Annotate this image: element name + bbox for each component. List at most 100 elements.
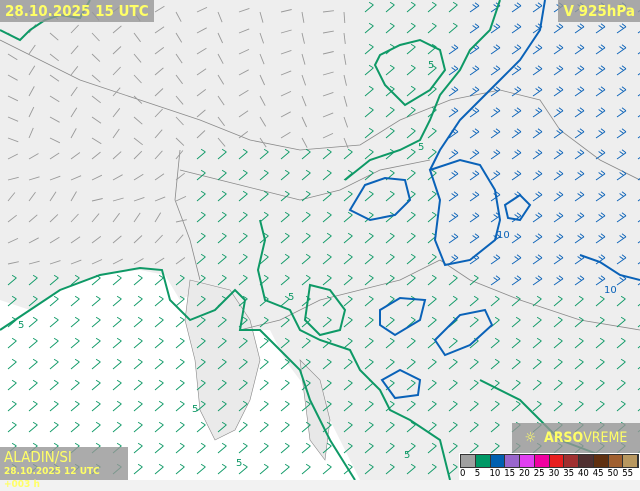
wind-barb	[280, 442, 290, 454]
wind-barb	[28, 127, 34, 139]
wind-barb	[511, 316, 521, 328]
legend-label: 55	[622, 468, 634, 479]
wind-barb	[301, 190, 311, 202]
wind-barb	[595, 65, 606, 76]
wind-barb	[490, 128, 501, 139]
wind-barb	[553, 128, 564, 139]
legend-label: 5	[474, 468, 481, 479]
wind-barb	[70, 274, 80, 286]
wind-barb	[70, 24, 79, 34]
wind-barb	[259, 316, 269, 328]
wind-barb	[133, 173, 144, 181]
wind-barb	[490, 421, 500, 433]
wind-barb	[301, 148, 311, 160]
wind-barb	[259, 442, 269, 454]
wind-barb	[196, 169, 206, 181]
wind-barb	[511, 358, 521, 370]
wind-barb	[469, 274, 479, 286]
wind-barb	[385, 64, 395, 76]
wind-barb	[70, 421, 80, 433]
wind-barb	[406, 400, 416, 412]
wind-barb	[469, 149, 480, 160]
wind-barb	[175, 337, 185, 349]
wind-barb	[322, 169, 332, 181]
wind-barb	[133, 337, 143, 349]
wind-barb	[553, 170, 564, 181]
wind-barb	[301, 316, 311, 328]
wind-barb	[448, 170, 459, 181]
wind-barb	[385, 316, 395, 328]
wind-barb	[133, 463, 143, 475]
wind-barb	[448, 295, 458, 307]
wind-barb	[448, 212, 459, 223]
wind-barb	[469, 421, 479, 433]
wind-barb	[364, 190, 374, 202]
wind-barb	[280, 253, 290, 265]
wind-barb	[154, 295, 164, 307]
wind-barb	[91, 151, 101, 160]
legend-swatch	[608, 455, 624, 467]
wind-barb	[7, 400, 17, 412]
wind-barb	[196, 379, 206, 391]
wind-barb	[595, 23, 606, 34]
wind-barb	[574, 337, 584, 349]
wind-barb	[343, 137, 349, 149]
wind-barb	[91, 236, 102, 244]
wind-barb	[322, 51, 334, 55]
wind-barb	[322, 253, 332, 265]
wind-barb	[322, 295, 332, 307]
wind-barb	[406, 421, 416, 433]
wind-barb	[448, 337, 458, 349]
wind-barb	[427, 253, 437, 265]
wind-barb	[175, 150, 184, 160]
wind-barb	[553, 65, 564, 76]
wind-barb	[574, 212, 585, 223]
wind-barb	[448, 65, 459, 76]
wind-barb	[217, 463, 227, 475]
wind-barb	[448, 233, 459, 244]
wind-barb	[70, 295, 80, 307]
wind-barb	[301, 358, 311, 370]
wind-barb	[343, 274, 353, 286]
wind-barb	[427, 463, 437, 475]
wind-barb	[490, 86, 501, 97]
legend-swatch	[475, 455, 491, 467]
wind-barb	[406, 22, 416, 34]
wind-barb	[427, 442, 437, 454]
wind-barb	[112, 316, 122, 328]
wind-barb	[280, 111, 291, 118]
wind-barb	[70, 191, 77, 202]
wind-barb	[595, 128, 606, 139]
wind-barb	[427, 1, 437, 13]
wind-barb	[301, 137, 308, 148]
wind-barb	[175, 53, 183, 64]
wind-barb	[133, 295, 143, 307]
wind-barb	[574, 400, 584, 412]
wind-barb	[112, 108, 121, 118]
wind-barb	[532, 254, 543, 265]
wind-barb	[217, 53, 224, 64]
wind-barb	[49, 32, 59, 41]
wind-barb	[553, 149, 564, 160]
wind-barb	[196, 232, 206, 244]
wind-barb	[7, 379, 17, 391]
wind-barb	[238, 358, 248, 370]
wind-barb	[133, 32, 141, 43]
wind-barb	[637, 303, 640, 307]
wind-barb	[154, 47, 165, 55]
wind-barb	[490, 379, 500, 391]
wind-barb	[49, 214, 59, 223]
wind-barb	[616, 170, 627, 181]
wind-barb	[49, 152, 60, 160]
wind-barb	[364, 295, 374, 307]
wind-barb	[343, 53, 347, 65]
wind-barb	[490, 65, 501, 76]
wind-barb	[196, 211, 206, 223]
wind-barb	[364, 106, 374, 118]
wind-barb	[427, 358, 437, 370]
wind-barb	[427, 295, 437, 307]
wind-barb	[91, 137, 102, 145]
wind-barb	[595, 149, 606, 160]
wind-barb	[490, 400, 500, 412]
wind-barb	[322, 10, 334, 13]
